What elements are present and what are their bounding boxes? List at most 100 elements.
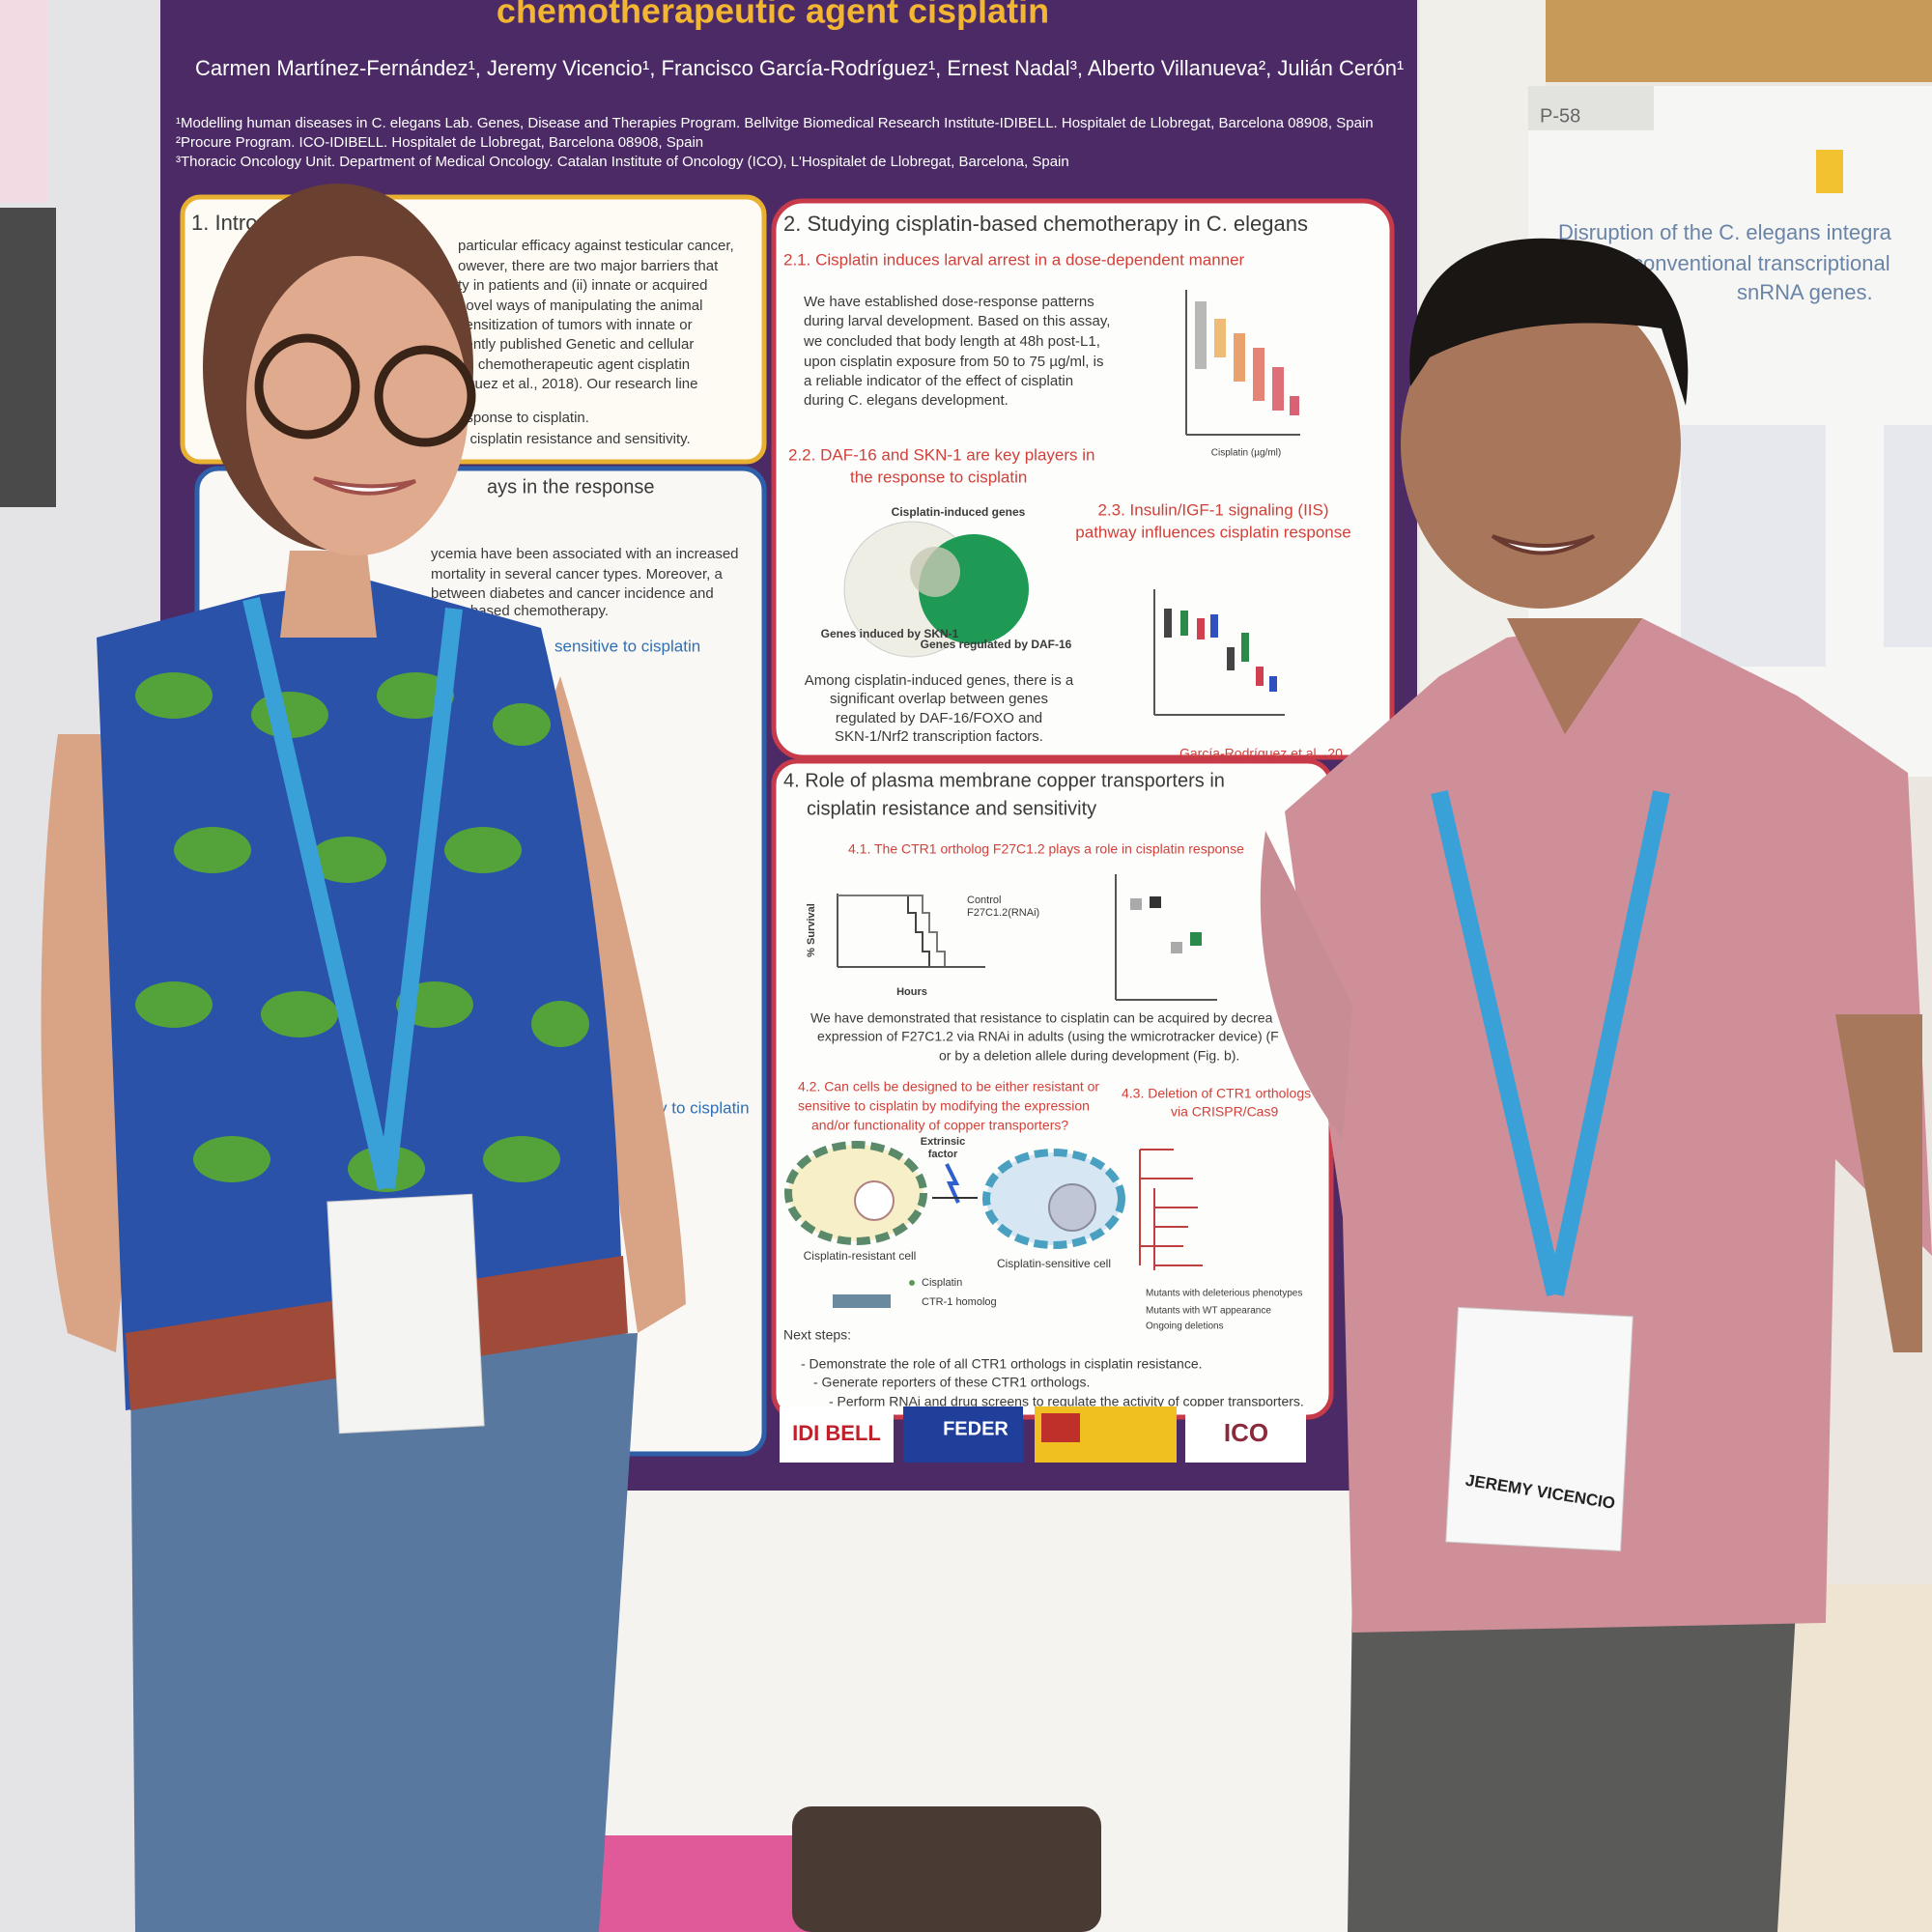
top xyxy=(97,580,623,1410)
subsection-title: pathway influences cisplatin response xyxy=(1075,523,1350,541)
shirt xyxy=(1285,618,1932,1633)
section-text: particular efficacy against testicular c… xyxy=(458,238,734,447)
venn-circle xyxy=(910,547,960,597)
cell-nucleus xyxy=(854,1180,895,1221)
text-line: upon cisplatin exposure from 50 to 75 µg… xyxy=(804,354,1103,370)
box xyxy=(1150,896,1161,908)
section-title: cisplatin resistance and sensitivity xyxy=(807,798,1096,819)
text-line: We have demonstrated that resistance to … xyxy=(810,1010,1273,1026)
logo-text: ICO xyxy=(1224,1418,1268,1447)
person-woman xyxy=(41,184,686,1932)
back-wall-wood xyxy=(1546,0,1932,82)
subsection-title: the response to cisplatin xyxy=(850,468,1027,486)
bag xyxy=(541,1835,831,1932)
cell-label: Cisplatin-sensitive cell xyxy=(997,1257,1111,1270)
subsection-title: 2.3. Insulin/IGF-1 signaling (IIS) xyxy=(1097,500,1328,519)
lanyard xyxy=(242,596,463,1191)
pattern xyxy=(174,827,251,873)
other-poster-figure xyxy=(1681,425,1826,667)
badge xyxy=(1445,1306,1634,1552)
text-line: he chemotherapeutic agent cisplatin xyxy=(458,356,690,373)
text-line: ycemia have been associated with an incr… xyxy=(431,546,739,562)
other-poster-title: Disruption of the C. elegans integra xyxy=(1558,220,1892,244)
text-line: Among cisplatin-induced genes, there is … xyxy=(805,672,1074,689)
pattern xyxy=(135,672,213,719)
boxplot-figure xyxy=(1115,874,1217,1001)
section-subtitle: y to cisplatin xyxy=(659,1098,750,1117)
section-title: ays in the response xyxy=(487,476,654,497)
text-line: owever, there are two major barriers tha… xyxy=(458,258,719,274)
subsection-title: 4.3. Deletion of CTR1 orthologs xyxy=(1122,1086,1311,1101)
legend-label: F27C1.2(RNAi) xyxy=(967,907,1039,919)
tree xyxy=(1139,1149,1203,1270)
smile xyxy=(313,476,416,496)
box xyxy=(1164,609,1172,638)
glasses xyxy=(374,345,476,447)
name-badge: JEREMY VICENCIO xyxy=(1445,1306,1634,1552)
text-line: particular efficacy against testicular c… xyxy=(458,238,734,254)
next-step: - Perform RNAi and drug screens to regul… xyxy=(829,1394,1304,1409)
pattern xyxy=(493,703,551,746)
box xyxy=(1269,676,1277,692)
other-poster-figure xyxy=(1884,425,1932,647)
next-step: - Demonstrate the role of all CTR1 ortho… xyxy=(801,1356,1203,1372)
curve xyxy=(838,895,930,966)
legend-label: Mutants with WT appearance xyxy=(1146,1306,1271,1317)
box xyxy=(1227,647,1235,670)
box xyxy=(1256,667,1264,686)
cell-nucleus xyxy=(1048,1183,1096,1232)
text-line: we concluded that body length at 48h pos… xyxy=(803,333,1100,350)
legend-dot xyxy=(909,1280,915,1286)
pattern xyxy=(261,991,338,1037)
figure-label: Extrinsic xyxy=(921,1136,965,1148)
survival-figure: Control F27C1.2(RNAi) Hours % Survival xyxy=(806,894,1039,998)
box xyxy=(1190,932,1202,946)
legend-swatch xyxy=(833,1294,891,1308)
subsection-title: and/or functionality of copper transport… xyxy=(811,1118,1068,1133)
person-man: JEREMY VICENCIO xyxy=(1260,238,1932,1932)
pattern xyxy=(483,1136,560,1182)
legend-label: CTR-1 homolog xyxy=(922,1296,997,1308)
arm xyxy=(1835,1014,1922,1352)
text-line: SKN-1/Nrf2 transcription factors. xyxy=(835,728,1043,745)
section-title: 2. Studying cisplatin-based chemotherapy… xyxy=(783,212,1308,236)
dot-cloud xyxy=(1214,319,1226,357)
other-poster-label: P-58 xyxy=(1540,105,1580,127)
subsection-title: 2.1. Cisplatin induces larval arrest in … xyxy=(783,250,1245,269)
neck xyxy=(1507,618,1642,734)
left-poster-edge xyxy=(0,0,48,203)
pattern xyxy=(444,827,522,873)
top-pattern xyxy=(135,672,589,1192)
affiliation: ³Thoracic Oncology Unit. Department of M… xyxy=(176,154,1069,170)
text-line: expression of F27C1.2 via RNAi in adults… xyxy=(817,1029,1279,1044)
legend-label: Control xyxy=(967,895,1001,906)
text-line: ty in patients and (ii) innate or acquir… xyxy=(458,277,707,294)
section-subtitle: sensitive to cisplatin xyxy=(554,637,700,655)
logo-flag xyxy=(1041,1413,1080,1442)
face xyxy=(1401,280,1681,609)
box xyxy=(1241,633,1249,662)
box xyxy=(1130,898,1142,910)
glasses xyxy=(254,333,360,440)
dot-cloud xyxy=(1195,301,1207,369)
legend-label: Mutants with deleterious phenotypes xyxy=(1146,1289,1302,1299)
text-line: significant overlap between genes xyxy=(830,691,1048,707)
text-line: n cisplatin resistance and sensitivity. xyxy=(458,431,691,447)
dot-cloud xyxy=(1272,367,1284,411)
cell-label: Cisplatin-resistant cell xyxy=(804,1249,917,1263)
text-line: between diabetes and cancer incidence an… xyxy=(431,585,714,602)
left-poster-image xyxy=(0,208,56,507)
axis-label: Hours xyxy=(896,986,927,998)
next-steps-title: Next steps: xyxy=(783,1327,851,1343)
box xyxy=(1197,618,1205,639)
subsection-title: 4.2. Can cells be designed to be either … xyxy=(798,1079,1099,1094)
text-line: mortality in several cancer types. Moreo… xyxy=(431,566,723,582)
legend-label: Cisplatin xyxy=(922,1277,962,1289)
poster-authors: Carmen Martínez-Fernández¹, Jeremy Vicen… xyxy=(195,56,1404,80)
dot-cloud xyxy=(1234,333,1245,382)
section-title: 4. Role of plasma membrane copper transp… xyxy=(783,770,1225,791)
other-poster-title: conventional transcriptional xyxy=(1633,251,1890,275)
other-poster-tag xyxy=(1528,86,1654,130)
smile xyxy=(1491,534,1596,555)
